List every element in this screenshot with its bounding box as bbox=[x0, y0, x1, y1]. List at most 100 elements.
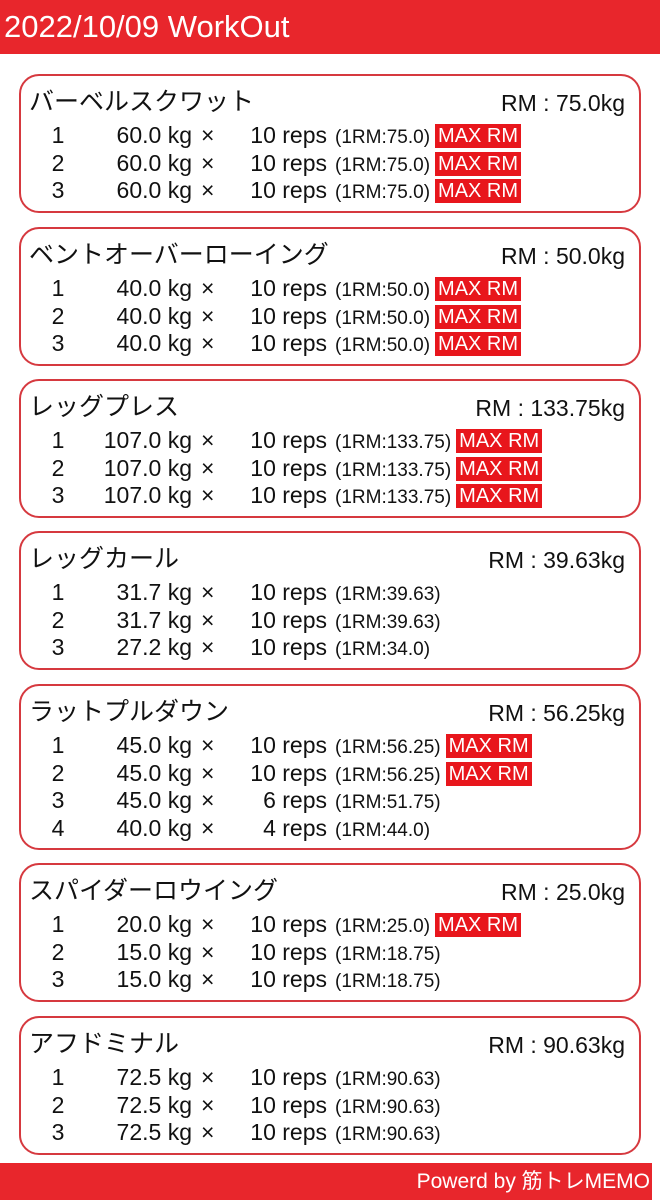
set-reps: 10 reps bbox=[250, 1064, 327, 1090]
set-weight: 45.0 kg bbox=[116, 787, 192, 813]
set-reps: 10 reps bbox=[250, 302, 327, 329]
times-symbol: × bbox=[201, 330, 215, 356]
exercise-name: アフドミナル bbox=[29, 1029, 180, 1058]
set-reps: 10 reps bbox=[250, 482, 327, 508]
set-number: 3 bbox=[51, 634, 65, 660]
set-weight: 31.7 kg bbox=[116, 606, 192, 633]
rm-value: RM : 90.63kg bbox=[488, 1032, 625, 1058]
exercise-card[interactable]: ラットプルダウン RM : 56.25kg 1 45.0 kg × 10 reps (1RM… bbox=[19, 684, 641, 850]
times-symbol: × bbox=[201, 482, 215, 508]
one-rm: (1RM:75.0) MAX RM bbox=[335, 151, 522, 179]
footer-credit: Powerd by 筋トレMEMO bbox=[0, 1163, 652, 1200]
times-symbol: × bbox=[201, 759, 215, 786]
one-rm: (1RM:50.0) MAX RM bbox=[335, 332, 522, 359]
times-symbol: × bbox=[201, 579, 215, 605]
exercise-card[interactable]: バーベルスクワット RM : 75.0kg 1 60.0 kg × 10 reps (1RM… bbox=[19, 74, 641, 213]
set-row: 1 31.7 kg × 10 reps (1RM:39.63) bbox=[21, 579, 639, 606]
exercise-card[interactable]: アフドミナル RM : 90.63kg 1 72.5 kg × 10 reps (1RM:9… bbox=[19, 1016, 641, 1155]
one-rm: (1RM:56.25) MAX RM bbox=[335, 761, 532, 789]
set-reps: 10 reps bbox=[250, 759, 327, 786]
rm-value: RM : 56.25kg bbox=[488, 700, 625, 726]
set-reps: 10 reps bbox=[250, 427, 327, 453]
set-reps: 10 reps bbox=[250, 579, 327, 605]
set-reps: 10 reps bbox=[250, 122, 327, 148]
set-weight: 40.0 kg bbox=[116, 330, 192, 356]
set-reps: 10 reps bbox=[250, 1119, 327, 1145]
set-weight: 45.0 kg bbox=[116, 732, 192, 758]
exercise-card[interactable]: レッグプレス RM : 133.75kg 1 107.0 kg × 10 reps (1RM… bbox=[19, 379, 641, 518]
set-row: 3 40.0 kg × 10 reps (1RM:50.0) MAX RM bbox=[21, 330, 639, 357]
set-weight: 15.0 kg bbox=[116, 966, 192, 992]
set-weight: 72.5 kg bbox=[116, 1064, 192, 1090]
one-rm-value: (1RM:90.63) bbox=[335, 1124, 441, 1145]
exercise-name: レッグカール bbox=[29, 544, 180, 573]
set-row: 1 20.0 kg × 10 reps (1RM:25.0) MAX RM bbox=[21, 911, 639, 938]
set-row: 3 60.0 kg × 10 reps (1RM:75.0) MAX RM bbox=[21, 177, 639, 204]
exercise-card[interactable]: レッグカール RM : 39.63kg 1 31.7 kg × 10 reps (1RM:3… bbox=[19, 531, 641, 670]
set-weight: 72.5 kg bbox=[116, 1119, 192, 1145]
times-symbol: × bbox=[201, 814, 215, 841]
set-number: 3 bbox=[51, 966, 65, 992]
set-row: 3 72.5 kg × 10 reps (1RM:90.63) bbox=[21, 1119, 639, 1146]
one-rm-value: (1RM:34.0) bbox=[335, 639, 431, 660]
set-number: 3 bbox=[51, 787, 65, 813]
times-symbol: × bbox=[201, 732, 215, 758]
set-weight: 60.0 kg bbox=[116, 177, 192, 203]
max-rm-badge: MAX RM bbox=[445, 734, 532, 758]
exercise-card[interactable]: ベントオーバーローイング RM : 50.0kg 1 40.0 kg × 10 reps (… bbox=[19, 227, 641, 366]
times-symbol: × bbox=[201, 177, 215, 203]
one-rm-value: (1RM:18.75) bbox=[335, 943, 441, 965]
set-weight: 107.0 kg bbox=[103, 427, 192, 453]
times-symbol: × bbox=[201, 606, 215, 633]
times-symbol: × bbox=[201, 938, 215, 965]
one-rm-value: (1RM:75.0) bbox=[335, 127, 431, 148]
max-rm-badge: MAX RM bbox=[456, 484, 543, 508]
set-reps: 10 reps bbox=[250, 634, 327, 660]
max-rm-badge: MAX RM bbox=[435, 277, 522, 301]
one-rm: (1RM:39.63) bbox=[335, 609, 441, 636]
set-reps: 6 reps bbox=[263, 787, 327, 813]
one-rm-value: (1RM:51.75) bbox=[335, 792, 441, 813]
set-row: 2 40.0 kg × 10 reps (1RM:50.0) MAX RM bbox=[21, 303, 639, 330]
max-rm-badge: MAX RM bbox=[435, 913, 522, 937]
exercise-card[interactable]: スパイダーロウイング RM : 25.0kg 1 20.0 kg × 10 reps (1R… bbox=[19, 863, 641, 1002]
one-rm: (1RM:39.63) bbox=[335, 581, 441, 608]
set-weight: 107.0 kg bbox=[103, 454, 192, 481]
set-number: 1 bbox=[51, 122, 65, 148]
max-rm-badge: MAX RM bbox=[435, 304, 522, 329]
one-rm: (1RM:18.75) bbox=[335, 941, 441, 968]
exercise-name: ベントオーバーローイング bbox=[29, 240, 329, 269]
one-rm: (1RM:51.75) bbox=[335, 789, 441, 816]
rm-value: RM : 133.75kg bbox=[475, 395, 625, 421]
one-rm-value: (1RM:44.0) bbox=[335, 819, 431, 841]
set-number: 1 bbox=[51, 732, 65, 758]
set-number: 1 bbox=[51, 1064, 65, 1090]
one-rm-value: (1RM:133.75) bbox=[335, 487, 452, 508]
times-symbol: × bbox=[201, 427, 215, 453]
times-symbol: × bbox=[201, 149, 215, 176]
rm-value: RM : 75.0kg bbox=[501, 90, 625, 116]
times-symbol: × bbox=[201, 911, 215, 937]
set-number: 2 bbox=[51, 454, 65, 481]
set-number: 1 bbox=[51, 275, 65, 301]
one-rm: (1RM:34.0) bbox=[335, 636, 430, 663]
one-rm: (1RM:50.0) MAX RM bbox=[335, 304, 522, 332]
set-row: 1 40.0 kg × 10 reps (1RM:50.0) MAX RM bbox=[21, 275, 639, 302]
set-row: 1 60.0 kg × 10 reps (1RM:75.0) MAX RM bbox=[21, 122, 639, 149]
set-weight: 45.0 kg bbox=[116, 759, 192, 786]
set-weight: 15.0 kg bbox=[116, 938, 192, 965]
set-number: 2 bbox=[51, 302, 65, 329]
set-weight: 20.0 kg bbox=[116, 911, 192, 937]
set-reps: 10 reps bbox=[250, 177, 327, 203]
set-weight: 60.0 kg bbox=[116, 122, 192, 148]
set-number: 1 bbox=[51, 427, 65, 453]
one-rm-value: (1RM:39.63) bbox=[335, 584, 441, 605]
set-number: 4 bbox=[51, 814, 65, 841]
one-rm: (1RM:25.0) MAX RM bbox=[335, 913, 522, 940]
set-number: 3 bbox=[51, 177, 65, 203]
one-rm: (1RM:44.0) bbox=[335, 817, 430, 844]
one-rm: (1RM:75.0) MAX RM bbox=[335, 124, 522, 151]
times-symbol: × bbox=[201, 1091, 215, 1118]
times-symbol: × bbox=[201, 302, 215, 329]
one-rm: (1RM:75.0) MAX RM bbox=[335, 179, 522, 206]
